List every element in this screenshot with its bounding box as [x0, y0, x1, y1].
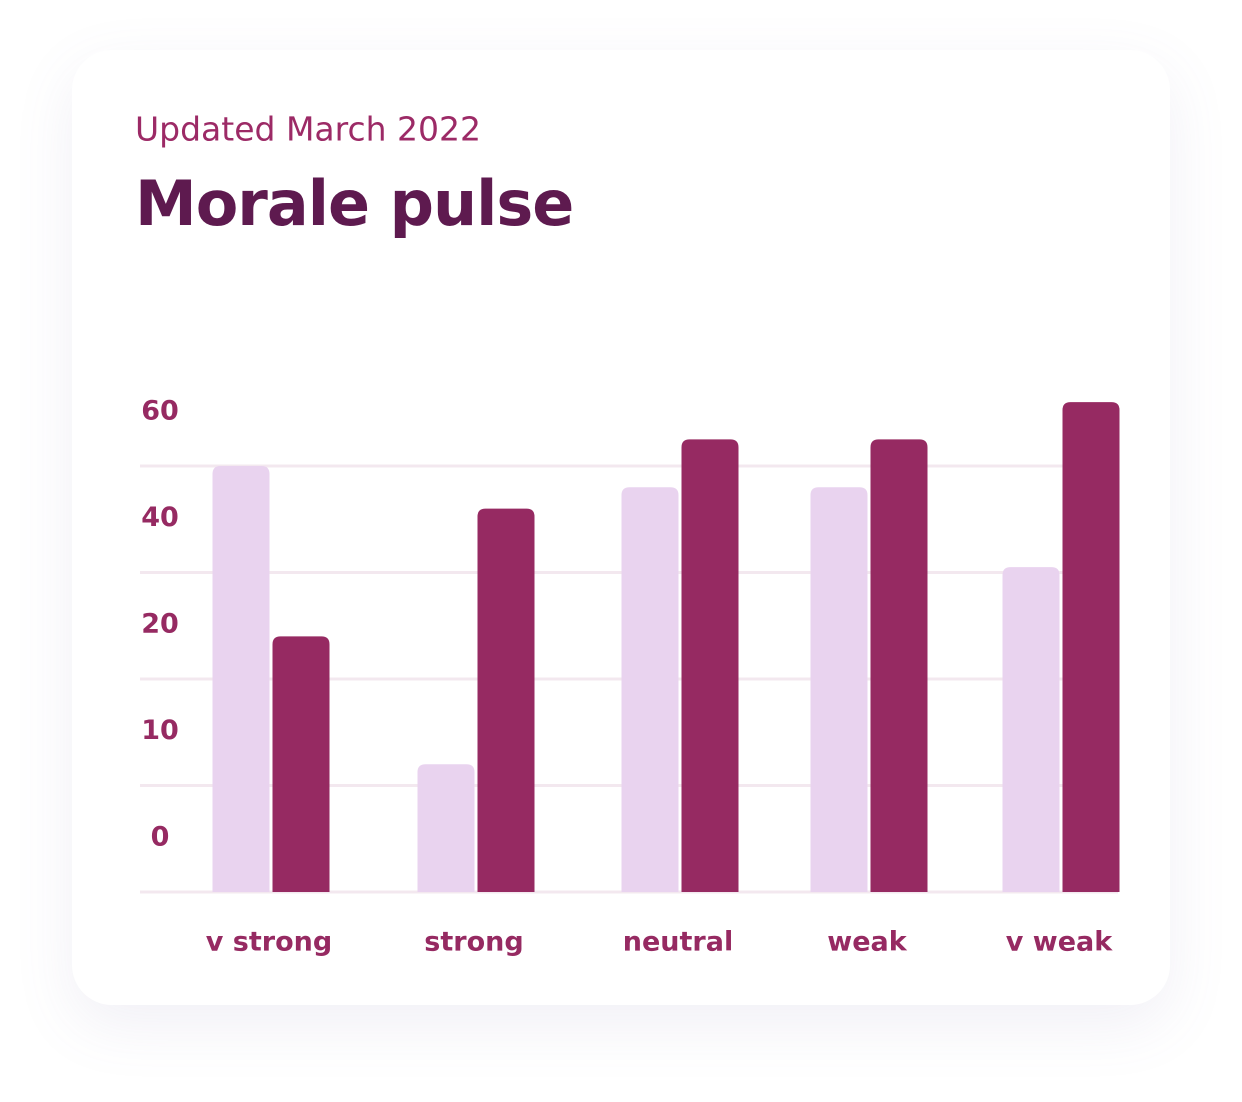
- x-tick-label: weak: [827, 927, 907, 958]
- x-tick-label: neutral: [623, 927, 733, 958]
- y-tick-label: 0: [151, 822, 170, 853]
- x-tick-label: strong: [424, 927, 523, 958]
- x-tick-label: v weak: [1006, 927, 1113, 958]
- bar: [681, 439, 739, 892]
- bar: [477, 508, 535, 892]
- bar: [417, 764, 475, 892]
- bar: [621, 487, 679, 892]
- x-tick-label: v strong: [206, 927, 332, 958]
- y-tick-label: 40: [141, 502, 179, 533]
- bar: [1062, 402, 1120, 892]
- bar: [1002, 567, 1060, 892]
- bar: [870, 439, 928, 892]
- y-tick-label: 20: [141, 609, 179, 640]
- bar: [810, 487, 868, 892]
- chart-title: Morale pulse: [135, 167, 573, 240]
- chart-subtitle: Updated March 2022: [135, 110, 481, 149]
- bar: [272, 636, 330, 892]
- bar: [212, 466, 270, 892]
- y-tick-label: 60: [141, 396, 179, 427]
- y-tick-label: 10: [141, 715, 179, 746]
